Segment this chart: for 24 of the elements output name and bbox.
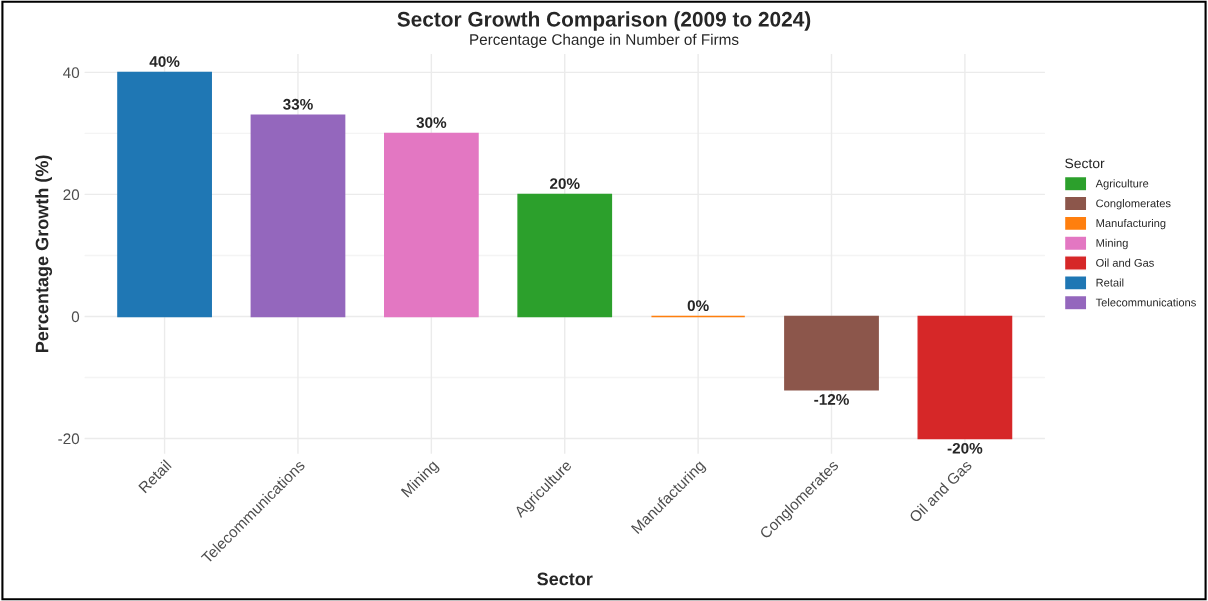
data-label: 20% [549, 178, 580, 190]
y-tick-label: 40 [63, 67, 80, 79]
legend-label: Manufacturing [1096, 218, 1166, 230]
data-label: 40% [149, 56, 180, 67]
legend-label: Conglomerates [1096, 199, 1171, 210]
data-label: 30% [416, 117, 447, 129]
data-label: -12% [814, 394, 849, 405]
data-label: -20% [947, 442, 983, 454]
data-label: 0% [687, 300, 709, 312]
chart-subtitle: Percentage Change in Number of Firms [470, 33, 739, 48]
y-tick-label: 20 [63, 189, 80, 201]
legend-label: Oil and Gas [1096, 258, 1154, 267]
y-axis-title: Percentage Growth (%) [35, 155, 53, 353]
legend-label: Telecommunications [1095, 298, 1196, 307]
x-axis-title: Sector [537, 572, 593, 586]
chart-title: Sector Growth Comparison (2009 to 2024) [397, 11, 811, 31]
y-tick-label: 0 [71, 311, 80, 323]
data-label: 33% [283, 98, 313, 110]
legend-label: Mining [1096, 238, 1128, 250]
legend-title: Sector [1065, 158, 1105, 169]
legend-label: Retail [1096, 278, 1124, 287]
x-tick-label: Oil and Gas [908, 459, 973, 524]
legend-label: Agriculture [1095, 179, 1149, 190]
y-tick-label: -20 [58, 433, 80, 445]
